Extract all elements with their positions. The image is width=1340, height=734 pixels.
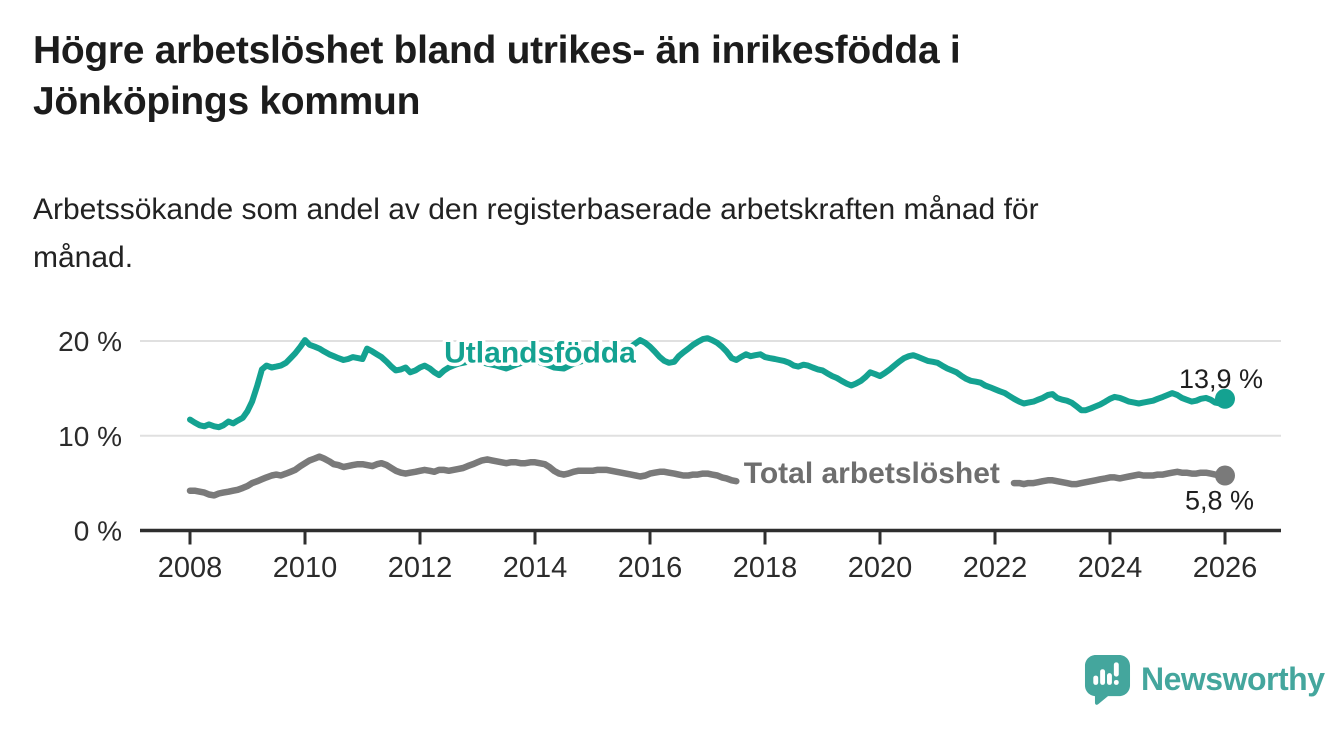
line-total [186, 453, 740, 499]
line-utlandsfodda [187, 335, 1228, 431]
x-tick-label: 2008 [158, 552, 223, 584]
x-tick-label: 2026 [1193, 552, 1258, 584]
x-tick-label: 2018 [733, 552, 798, 584]
series-utlandsfodda: Utlandsfödda 13,9 % [187, 333, 1263, 431]
page-title-line2: Jönköpings kommun [33, 79, 421, 123]
page-title: Högre arbetslöshet bland utrikes- än inr… [33, 26, 1313, 127]
page-title-line1: Högre arbetslöshet bland utrikes- än inr… [33, 29, 961, 72]
chart-subtitle-line1: Arbetssökande som andel av den registerb… [33, 193, 1039, 226]
x-tick-label: 2012 [388, 552, 453, 584]
bar-chart-glyph [1093, 662, 1119, 685]
newsworthy-bubble-chart-icon [1084, 655, 1131, 705]
chart-subtitle-line2: månad. [33, 241, 134, 274]
y-tick-label: 20 % [58, 326, 122, 357]
x-tick-label: 2024 [1078, 552, 1143, 584]
x-tick-label: 2014 [503, 552, 568, 584]
series-label-utlandsfodda: Utlandsfödda [444, 336, 636, 369]
chart-subtitle: Arbetssökande som andel av den registerb… [33, 186, 1273, 282]
newsworthy-logo[interactable]: Newsworthy [1084, 654, 1325, 705]
value-label-utlandsfodda: 13,9 % [1179, 364, 1263, 394]
end-dot-utlandsfodda [1215, 388, 1235, 409]
line-total [1010, 468, 1229, 488]
value-label-total: 5,8 % [1185, 486, 1254, 516]
x-tick-label: 2022 [963, 552, 1028, 584]
newsworthy-wordmark: Newsworthy [1141, 661, 1325, 697]
series-total: Total arbetslöshet 5,8 % [186, 453, 1254, 516]
x-tick-label: 2016 [618, 552, 683, 584]
x-tick-label: 2010 [273, 552, 338, 584]
y-tick-label: 10 % [58, 421, 122, 452]
end-dot-total [1215, 465, 1235, 486]
x-tick-label: 2020 [848, 552, 913, 584]
y-tick-label: 0 % [74, 516, 122, 547]
series-label-total: Total arbetslöshet [744, 457, 1000, 490]
